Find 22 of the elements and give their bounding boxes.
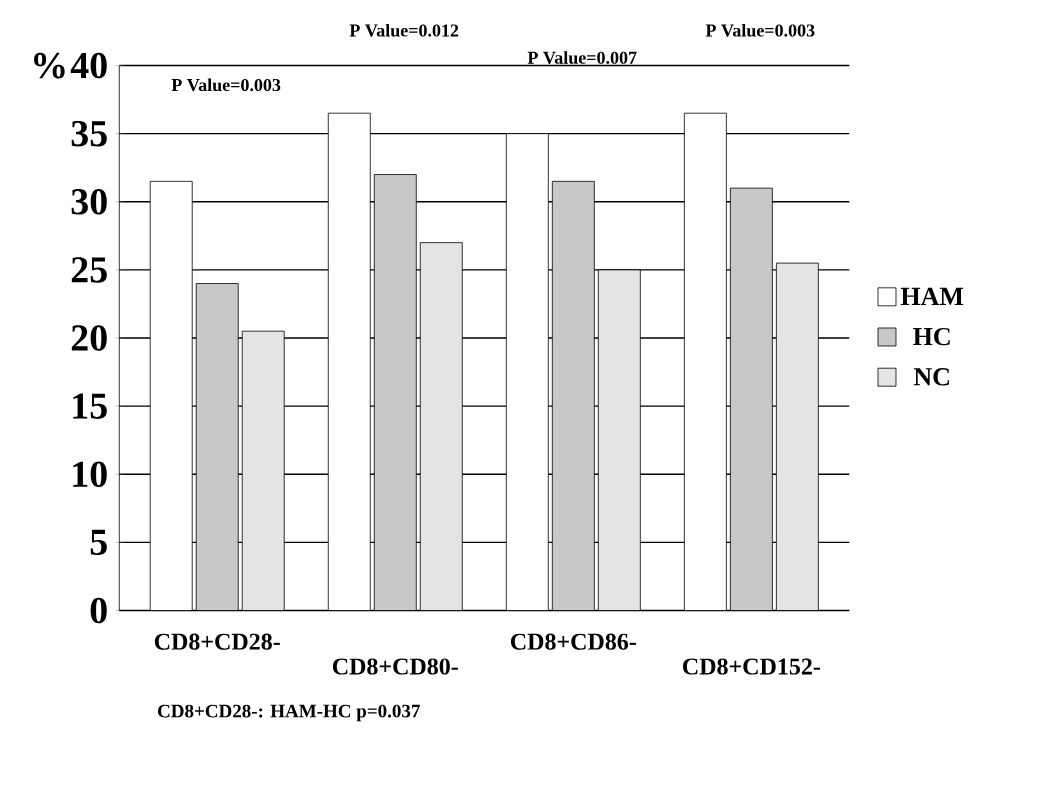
legend-label: NC [913, 368, 949, 386]
y-tick-label: 20 [71, 325, 107, 351]
text: P Value=0.012 [349, 23, 459, 37]
legend-label: HC [913, 327, 950, 346]
x-tick-label: CD8+CD28- [154, 633, 280, 650]
legend-label: HAM [900, 287, 964, 305]
x-tick-label: CD8+CD86- [510, 633, 636, 650]
annotation: P Value=0.003 [171, 78, 281, 92]
y-tick-label: 5 [90, 529, 107, 556]
text: P Value=0.007 [527, 51, 637, 64]
y-tick-label: 40 [70, 52, 107, 79]
y-axis-title: % [34, 52, 65, 79]
text: P Value=0.003 [705, 23, 815, 37]
y-tick-label: 15 [73, 393, 107, 419]
y-tick-label: 0 [90, 597, 107, 624]
y-tick-label: 25 [71, 257, 107, 283]
y-tick-label: 35 [71, 120, 107, 147]
y-tick-label: 30 [71, 188, 107, 215]
text: CD8+CD28-: HAM-HC p=0.037 [158, 704, 420, 722]
x-tick-label: CD8+CD152- [683, 658, 820, 675]
y-tick-label: 10 [73, 461, 107, 488]
x-tick-label: CD8+CD80- [332, 658, 458, 675]
